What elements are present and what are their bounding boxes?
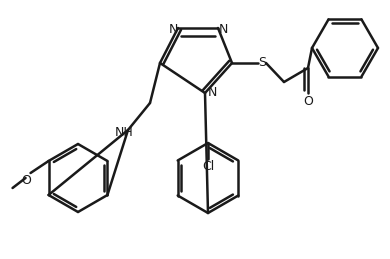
Text: Cl: Cl	[202, 161, 214, 174]
Text: NH: NH	[115, 126, 133, 139]
Text: O: O	[303, 95, 313, 107]
Text: N: N	[207, 85, 217, 98]
Text: N: N	[218, 23, 228, 35]
Text: S: S	[258, 55, 266, 68]
Text: O: O	[21, 174, 32, 186]
Text: N: N	[168, 23, 178, 35]
